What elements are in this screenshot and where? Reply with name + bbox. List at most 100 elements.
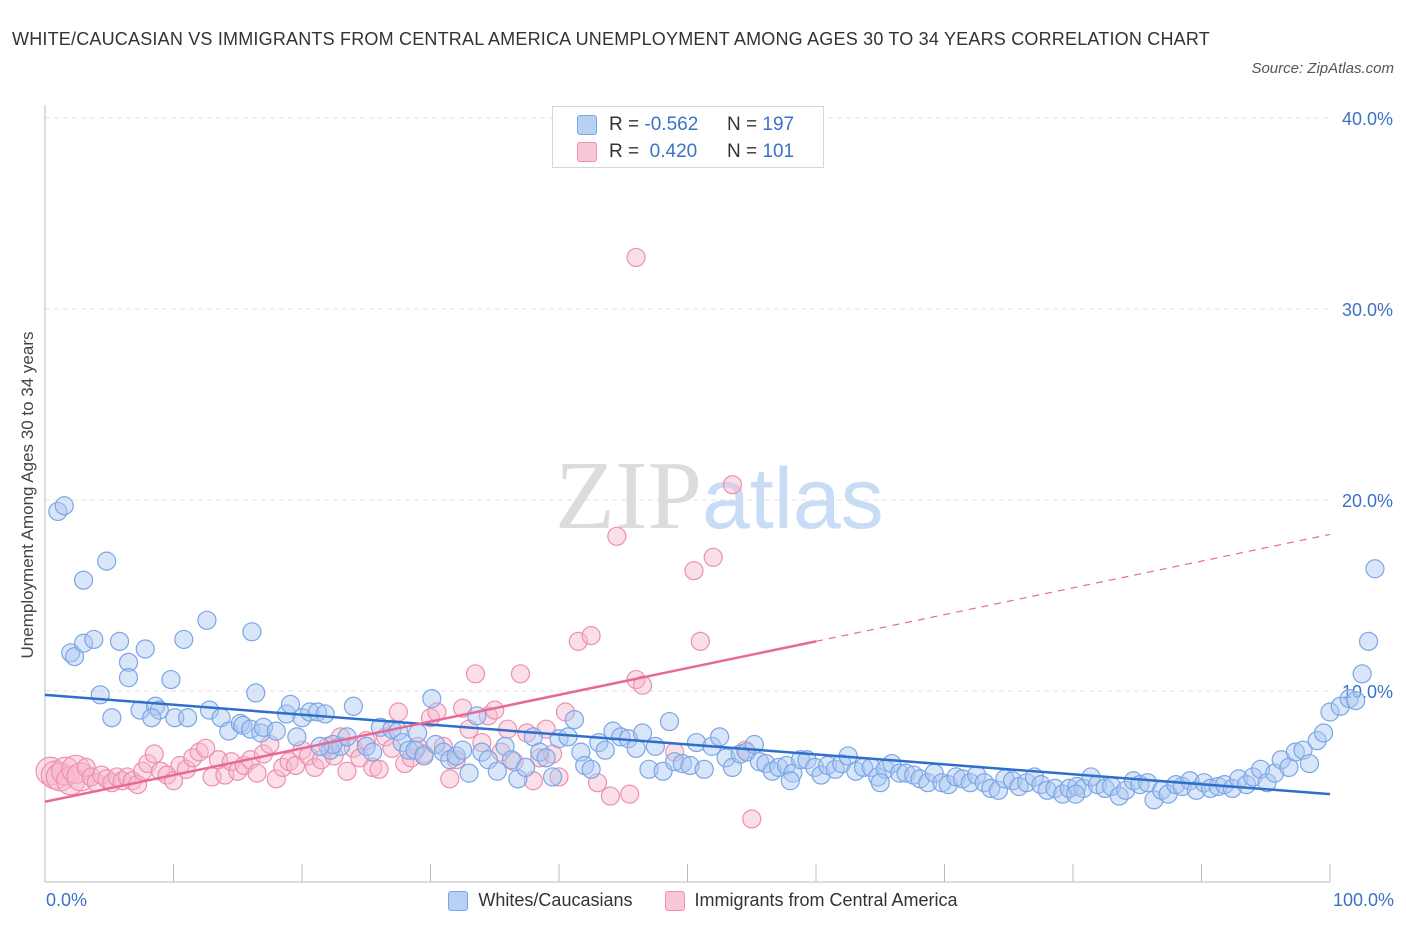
- point-whites: [199, 700, 220, 720]
- point-whites: [680, 755, 700, 776]
- point-whites: [253, 717, 274, 737]
- point-whites: [1313, 723, 1334, 743]
- point-whites: [1180, 771, 1200, 791]
- point-immigrants: [76, 757, 96, 778]
- point-whites: [595, 740, 615, 760]
- legend-r-value: -0.562: [644, 114, 699, 135]
- point-whites: [938, 774, 958, 795]
- point-whites: [61, 643, 81, 663]
- point-whites: [1065, 784, 1086, 804]
- point-whites: [1045, 778, 1065, 799]
- point-whites: [1320, 702, 1340, 722]
- point-whites: [118, 652, 139, 672]
- point-immigrants: [549, 767, 569, 787]
- point-immigrants: [684, 561, 704, 581]
- legend-r-label: R =: [609, 114, 640, 135]
- point-whites: [1299, 753, 1320, 774]
- point-whites: [686, 732, 707, 753]
- point-immigrants: [530, 748, 550, 768]
- legend-swatch-pink: [577, 142, 597, 162]
- point-whites: [135, 639, 155, 659]
- point-immigrants: [620, 784, 640, 804]
- point-immigrants: [703, 547, 723, 567]
- point-whites: [710, 727, 730, 747]
- point-whites: [1285, 742, 1305, 762]
- legend-r-text: R = -0.562: [609, 114, 709, 136]
- point-whites: [90, 685, 110, 705]
- legend-swatch-pink: [664, 890, 685, 911]
- legend-row-whites: R = -0.562 N = 197: [577, 113, 794, 137]
- source-label: Source: ZipAtlas.com: [1251, 60, 1394, 77]
- point-immigrants: [581, 626, 601, 646]
- x-tick-label-min: 0.0%: [46, 890, 88, 910]
- point-whites: [422, 689, 442, 709]
- legend-r-value: 0.420: [649, 141, 698, 162]
- point-whites: [639, 759, 659, 779]
- point-immigrants: [305, 757, 325, 778]
- legend-n-text: N = 101: [727, 141, 794, 163]
- point-whites: [472, 742, 492, 762]
- point-whites: [1017, 773, 1037, 793]
- point-whites: [109, 631, 130, 651]
- point-immigrants: [742, 809, 762, 829]
- point-whites: [84, 629, 104, 650]
- point-whites: [1346, 690, 1366, 711]
- point-immigrants: [388, 702, 408, 722]
- legend-row-immigrants: R = 0.420 N = 101: [577, 140, 794, 164]
- point-whites: [564, 710, 585, 730]
- legend-item-whites: Whites/Caucasians: [448, 890, 633, 911]
- point-whites: [515, 757, 536, 778]
- point-whites: [811, 765, 831, 785]
- point-whites: [287, 727, 307, 747]
- point-whites: [73, 633, 94, 653]
- point-whites: [242, 622, 262, 642]
- y-tick-label: 10.0%: [1342, 682, 1393, 702]
- legend-r-text: R = 0.420: [609, 141, 709, 163]
- point-whites: [536, 748, 556, 768]
- point-whites: [64, 647, 85, 667]
- point-immigrants: [607, 526, 627, 546]
- trendline-immigrants: [44, 640, 817, 804]
- point-whites: [426, 734, 446, 755]
- watermark-zip: ZIP: [555, 442, 702, 550]
- point-immigrants: [369, 759, 389, 779]
- point-immigrants: [722, 475, 743, 495]
- point-immigrants: [50, 756, 81, 786]
- y-tick-label: 20.0%: [1342, 491, 1393, 511]
- point-whites: [433, 742, 453, 762]
- point-whites: [266, 721, 286, 741]
- point-whites: [1307, 731, 1327, 751]
- point-immigrants: [266, 769, 286, 789]
- point-whites: [603, 721, 623, 741]
- point-immigrants: [144, 744, 164, 764]
- point-whites: [118, 668, 139, 688]
- point-whites: [459, 763, 479, 783]
- point-whites: [780, 771, 800, 791]
- point-whites: [1257, 773, 1277, 793]
- point-immigrants: [600, 786, 621, 806]
- point-whites: [174, 629, 194, 650]
- point-whites: [1243, 767, 1263, 787]
- point-whites: [246, 683, 266, 703]
- point-whites: [542, 767, 563, 787]
- legend-n-label: N =: [727, 141, 758, 162]
- legend-swatch-blue: [448, 890, 469, 911]
- point-whites: [659, 711, 680, 732]
- point-whites: [1037, 780, 1057, 800]
- legend-n-text: N = 197: [727, 114, 794, 136]
- legend-n-value: 101: [762, 141, 795, 162]
- point-whites: [988, 780, 1009, 800]
- point-whites: [694, 759, 714, 779]
- point-whites: [1144, 790, 1164, 810]
- trendline-immigrants-extension: [815, 533, 1331, 642]
- point-whites: [1073, 778, 1093, 799]
- trendline-whites: [44, 693, 1331, 796]
- point-whites: [97, 551, 117, 571]
- y-tick-label: 40.0%: [1342, 109, 1393, 129]
- y-tick-label: 30.0%: [1342, 300, 1393, 320]
- point-whites: [1116, 780, 1136, 800]
- point-whites: [1358, 631, 1379, 651]
- point-whites: [1352, 664, 1372, 684]
- point-whites: [508, 769, 528, 789]
- point-immigrants: [337, 761, 357, 781]
